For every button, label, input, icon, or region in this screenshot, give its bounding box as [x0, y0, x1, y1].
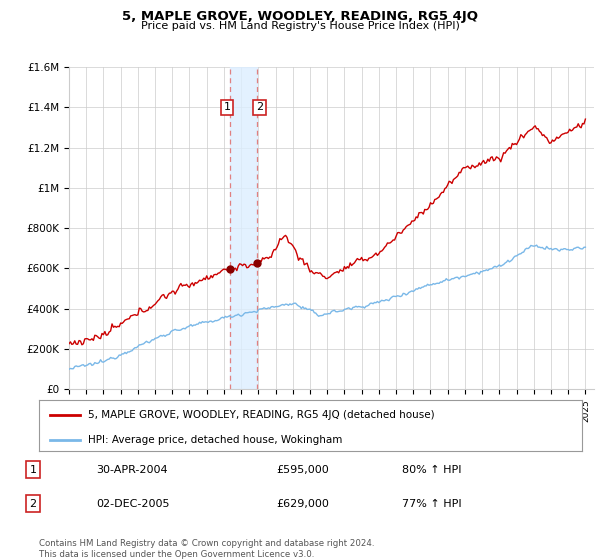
Text: Contains HM Land Registry data © Crown copyright and database right 2024.
This d: Contains HM Land Registry data © Crown c… — [39, 539, 374, 559]
Text: 1: 1 — [224, 102, 230, 113]
Bar — [230, 67, 257, 389]
Text: 80% ↑ HPI: 80% ↑ HPI — [402, 465, 461, 475]
Text: 5, MAPLE GROVE, WOODLEY, READING, RG5 4JQ: 5, MAPLE GROVE, WOODLEY, READING, RG5 4J… — [122, 10, 478, 23]
Text: 30-APR-2004: 30-APR-2004 — [96, 465, 167, 475]
Text: 77% ↑ HPI: 77% ↑ HPI — [402, 499, 461, 509]
Text: 2: 2 — [29, 499, 37, 509]
Text: £595,000: £595,000 — [276, 465, 329, 475]
Text: Price paid vs. HM Land Registry's House Price Index (HPI): Price paid vs. HM Land Registry's House … — [140, 21, 460, 31]
Text: 1: 1 — [29, 465, 37, 475]
Text: HPI: Average price, detached house, Wokingham: HPI: Average price, detached house, Woki… — [88, 435, 342, 445]
Text: £629,000: £629,000 — [276, 499, 329, 509]
Text: 5, MAPLE GROVE, WOODLEY, READING, RG5 4JQ (detached house): 5, MAPLE GROVE, WOODLEY, READING, RG5 4J… — [88, 409, 434, 419]
Text: 2: 2 — [256, 102, 263, 113]
Text: 02-DEC-2005: 02-DEC-2005 — [96, 499, 170, 509]
